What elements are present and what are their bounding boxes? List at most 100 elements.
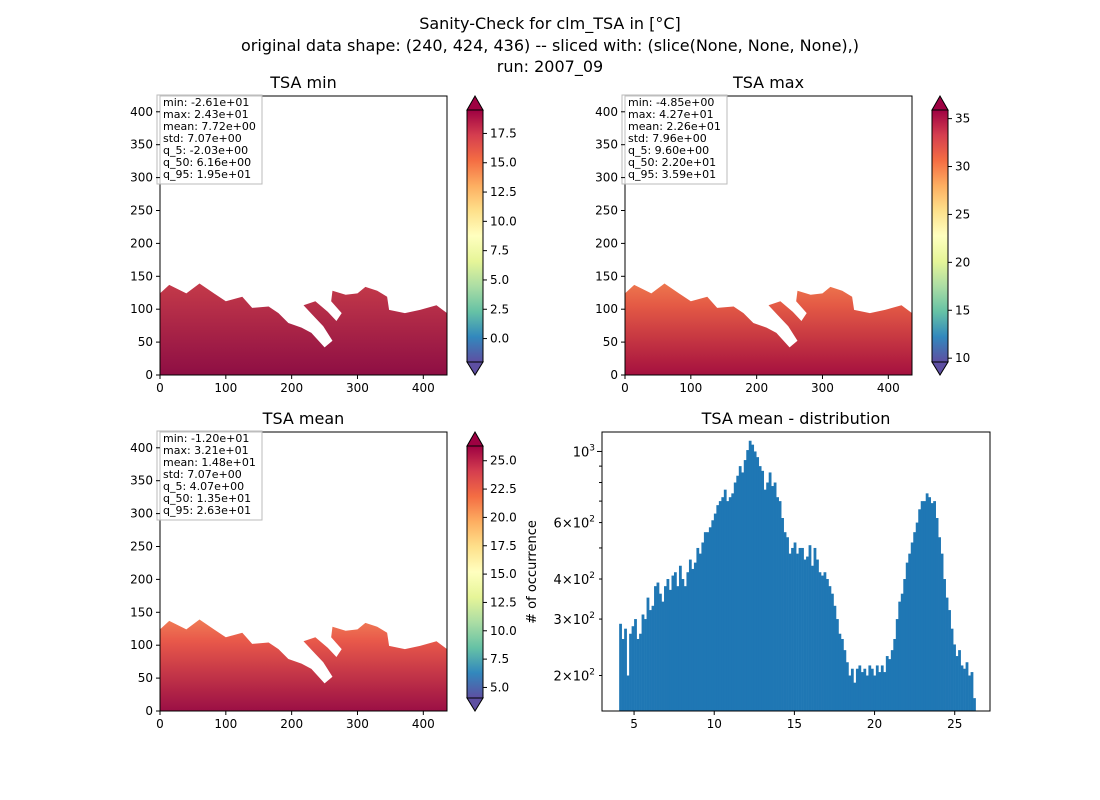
histogram-bar [636,638,640,711]
histogram-bar [938,537,941,711]
histogram-bar [838,633,842,711]
histogram-bar [801,547,804,711]
histogram-bar [758,466,762,711]
x-axis: 0 100 200 300 400 [156,375,435,395]
colorbar-scale [467,446,483,698]
histogram-bar [788,553,792,711]
y-axis: 0 50 100 150 200 250 300 350 400 [130,105,160,382]
y-tick-label: 103 [573,443,595,460]
histogram-bar [826,579,829,711]
y-axis: 0 50 100 150 200 250 300 350 400 [130,441,160,718]
y-axis: 103 2×102 3×102 4×102 6×102 [554,443,602,685]
histogram-bar [721,497,725,711]
y-tick-label: 100 [130,302,153,316]
histogram-bar [808,545,812,711]
colorbar-tick-label: 17.5 [490,539,517,553]
histogram-bar [706,532,710,711]
histogram-bar [833,605,837,711]
histogram-bar [860,672,864,711]
histogram-bar [831,593,834,711]
x-tick-label: 100 [214,717,237,731]
histogram-bar [786,537,789,711]
histogram-bar [883,672,887,711]
histogram-bar [811,565,814,711]
colorbar-tick-label: 7.5 [490,652,509,666]
histogram-bar [676,586,680,711]
y-tick-label: 0 [145,704,153,718]
y-tick-label: 100 [130,638,153,652]
histogram-bar [845,662,849,711]
stats-min: min: -4.85e+00 [628,96,714,109]
y-tick-label: 3×102 [554,611,595,628]
x-tick-label: 400 [412,381,435,395]
histogram-bar [736,475,740,711]
stats-q50: q_50: 2.20e+01 [628,156,716,169]
histogram-bar [708,527,712,711]
histogram-bar [835,619,839,711]
x-tick-label: 25 [947,717,962,731]
histogram-bar [895,619,899,711]
histogram-bar [701,542,705,711]
x-tick-label: 0 [156,717,164,731]
histogram-bar [928,497,932,711]
colorbar-frame [466,109,484,363]
histogram-bar [711,520,715,711]
histogram-bar [681,579,685,711]
colorbar-tick-label: 15.0 [490,156,517,170]
histogram-bar [733,482,737,711]
colorbar-tick-label: 12.5 [490,595,517,609]
histogram-bar [664,586,667,711]
histogram-bar [686,572,690,711]
histogram-bar [738,466,742,711]
histogram-bar [913,532,917,711]
colorbar-tick-label: 10.0 [490,624,517,638]
histogram-bar [870,668,874,711]
x-tick-label: 15 [787,717,802,731]
histogram-bar [629,633,632,711]
y-tick-label: 0 [610,368,618,382]
histogram-bar [818,572,822,711]
histogram-bar [718,501,722,711]
colorbar-frame [466,445,484,699]
x-tick-label: 5 [630,717,638,731]
histogram-bar [813,547,817,711]
histogram-bar [776,497,779,711]
colorbar: 0.0 2.5 5.0 7.5 10.0 12.5 15.0 17.5 [466,94,517,376]
histogram-bar [878,672,882,711]
y-tick-label: 400 [130,441,153,455]
histogram-bar [624,628,627,711]
stats-q95: q_95: 3.59e+01 [628,168,716,181]
stats-q95: q_95: 1.95e+01 [163,168,251,181]
y-tick-label: 150 [130,269,153,283]
histogram-bar [868,665,872,711]
plot-frame [601,431,991,712]
colorbar-tick-label: 17.5 [490,126,517,140]
x-tick-label: 400 [412,717,435,731]
figure-title-line-2: original data shape: (240, 424, 436) -- … [241,36,859,55]
colorbar-tick-label: 22.5 [490,482,517,496]
histogram-bar [853,682,857,711]
histogram-bar [698,553,702,711]
histogram-bar [773,482,777,711]
colorbar-extend-bottom [466,697,484,712]
histogram-bar [908,553,912,711]
histogram-bar [806,556,809,711]
y-tick-label: 150 [130,605,153,619]
x-tick-label: 200 [280,381,303,395]
histogram-bar [778,501,782,711]
colorbar-tick-label: 15 [955,303,970,317]
histogram-bar [930,503,934,711]
stats-box: min: -2.61e+01 max: 2.43e+01 mean: 7.72e… [156,94,263,185]
histogram-bar [863,668,867,711]
histogram-bar [970,672,974,711]
histogram-bars [619,440,976,711]
stats-q5: q_5: 9.60e+00 [628,144,709,157]
colorbar-extend-top [466,430,484,447]
stats-box-frame [156,430,263,521]
histogram-bar [693,562,697,711]
histogram-bar [761,470,765,711]
histogram-bar [743,460,747,711]
histogram-bar [726,501,730,711]
stats-mean: mean: 2.26e+01 [628,120,721,133]
histogram-bar [875,665,879,711]
